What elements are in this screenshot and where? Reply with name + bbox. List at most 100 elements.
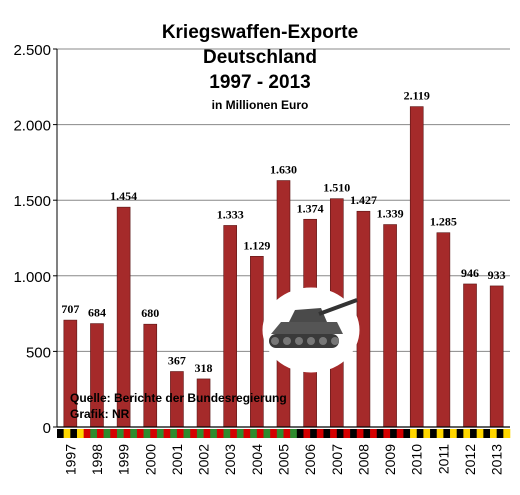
axis-stripe-segment [256, 429, 264, 438]
axis-stripe-segment [350, 429, 358, 438]
axis-stripe-segment [116, 429, 124, 438]
axis-stripe-segment [230, 429, 238, 438]
x-tick-label-2003: 2003 [222, 444, 238, 475]
axis-stripe-segment [156, 429, 164, 438]
value-label-2005: 1.630 [270, 163, 297, 177]
axis-stripe-segment [130, 429, 138, 438]
value-label-2007: 1.510 [323, 181, 350, 195]
axis-stripe-segment [316, 429, 324, 438]
axis-stripe-segment [423, 429, 431, 438]
value-label-2006: 1.374 [297, 201, 324, 215]
axis-stripe-segment [463, 429, 471, 438]
value-label-2001: 367 [168, 354, 186, 368]
x-tick-label-2012: 2012 [462, 444, 478, 475]
axis-stripe-segment [63, 429, 71, 438]
axis-stripe-segment [190, 429, 198, 438]
bar-2009 [383, 224, 397, 428]
axis-stripe-segment [416, 429, 424, 438]
x-tick-label-2001: 2001 [169, 444, 185, 475]
axis-stripe-segment [216, 429, 224, 438]
tank-wheel-icon [283, 337, 291, 345]
axis-stripe-segment [243, 429, 251, 438]
chart-title-line-1: Kriegswaffen-Exporte [161, 22, 359, 43]
axis-stripe-segment [150, 429, 158, 438]
axis-stripe-segment [203, 429, 211, 438]
y-tick-label: 500 [26, 344, 51, 361]
axis-stripe-segment [336, 429, 344, 438]
axis-stripe-segment [276, 429, 284, 438]
y-tick-label: 2.500 [13, 42, 51, 59]
axis-stripe-segment [110, 429, 118, 438]
axis-stripe-segment [396, 429, 404, 438]
tank-track-icon [269, 334, 339, 348]
bar-2008 [356, 210, 371, 428]
axis-stripe-segment [450, 429, 458, 438]
axis-stripe-segment [163, 429, 171, 438]
value-label-2002: 318 [195, 361, 213, 375]
axis-stripe-segment [70, 429, 78, 438]
axis-stripe-segment [456, 429, 464, 438]
axis-stripe-segment [356, 429, 364, 438]
bar-2011 [436, 232, 451, 428]
axis-stripe-segment [176, 429, 184, 438]
axis-stripe-segment [123, 429, 131, 438]
value-label-2013: 933 [488, 268, 506, 282]
source-annotation: Quelle: Berichte der Bundesregierung [70, 391, 287, 405]
axis-stripe-segment [170, 429, 178, 438]
axis-stripe-segment [90, 429, 98, 438]
axis-stripe-segment [443, 429, 451, 438]
tank-wheel-icon [307, 337, 315, 345]
x-tick-label-1999: 1999 [116, 444, 132, 475]
y-tick-label: 2.000 [13, 118, 51, 135]
y-tick-label: 0 [43, 420, 51, 437]
axis-stripe-segment [263, 429, 271, 438]
x-tick-label-2006: 2006 [302, 444, 318, 475]
value-label-2010: 2.119 [404, 89, 430, 103]
tank-wheel-icon [295, 337, 303, 345]
tank-turret-icon [289, 308, 327, 322]
axis-stripe-segment [270, 429, 278, 438]
x-tick-label-2010: 2010 [409, 444, 425, 475]
axis-stripe-segment [83, 429, 91, 438]
axis-stripe-segment [476, 429, 484, 438]
bar-2013 [489, 285, 504, 428]
axis-stripe-segment [236, 429, 244, 438]
x-tick-label-2000: 2000 [142, 444, 158, 475]
axis-stripe-segment [410, 429, 418, 438]
value-label-2004: 1.129 [243, 238, 270, 252]
axis-stripe-segment [310, 429, 318, 438]
value-label-2012: 946 [461, 266, 479, 280]
value-label-1999: 1.454 [110, 189, 137, 203]
tank-wheel-icon [331, 337, 339, 345]
value-label-2009: 1.339 [377, 207, 404, 221]
y-tick-label: 1.500 [13, 193, 51, 210]
x-tick-label-2005: 2005 [276, 444, 292, 475]
x-tick-label-2008: 2008 [355, 444, 371, 475]
x-tick-label-2002: 2002 [196, 444, 212, 475]
axis-stripe-segment [76, 429, 84, 438]
axis-stripe-segment [96, 429, 104, 438]
value-label-1997: 707 [61, 302, 79, 316]
tank-hull-icon [271, 322, 343, 334]
x-tick-label-2009: 2009 [382, 444, 398, 475]
x-tick-label-2011: 2011 [435, 444, 451, 474]
axis-stripe-segment [210, 429, 218, 438]
x-tick-label-2013: 2013 [489, 444, 505, 475]
tank-wheel-icon [271, 337, 279, 345]
value-label-2011: 1.285 [430, 215, 457, 229]
axis-stripe-segment [503, 429, 511, 438]
axis-stripe-segment [183, 429, 191, 438]
axis-stripe-segment [390, 429, 398, 438]
axis-stripe-segment [143, 429, 151, 438]
axis-stripe-segment [283, 429, 291, 438]
x-tick-label-2007: 2007 [329, 444, 345, 475]
value-label-2000: 680 [141, 306, 159, 320]
chart-title-line-2: Deutschland [202, 47, 318, 68]
bar-2012 [463, 283, 477, 428]
axis-stripe-segment [363, 429, 371, 438]
axis-stripe-segment [103, 429, 111, 438]
chart-subtitle: in Millionen Euro [211, 98, 309, 112]
axis-stripe-segment [196, 429, 204, 438]
axis-stripe-segment [57, 429, 64, 438]
